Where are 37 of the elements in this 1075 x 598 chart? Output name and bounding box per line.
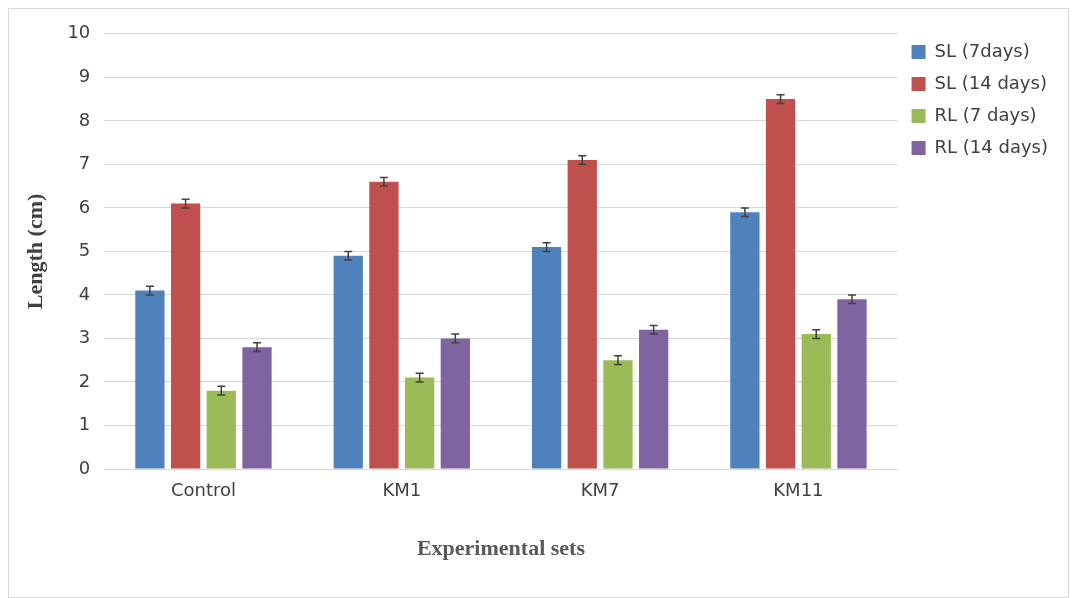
x-axis-title: Experimental sets xyxy=(416,535,586,561)
y-tick-label: 3 xyxy=(78,326,91,348)
y-tick-label: 5 xyxy=(78,239,91,261)
bar xyxy=(135,290,165,469)
x-tick-label: KM11 xyxy=(773,479,824,501)
bar xyxy=(440,338,470,469)
bar xyxy=(369,181,399,469)
legend-label: SL (7days) xyxy=(934,39,1030,61)
x-tick-label: KM7 xyxy=(580,479,620,501)
bar xyxy=(242,347,272,469)
y-tick-label: 4 xyxy=(78,282,91,304)
bar xyxy=(531,247,562,469)
y-tick-label: 2 xyxy=(78,369,91,391)
bar xyxy=(603,360,633,469)
y-tick-label: 10 xyxy=(67,21,91,43)
y-tick-label: 0 xyxy=(78,456,91,478)
bar xyxy=(639,329,669,469)
bar xyxy=(333,255,363,469)
legend-label: SL (14 days) xyxy=(934,71,1047,93)
bar xyxy=(801,334,831,469)
x-tick-label: Control xyxy=(170,479,236,501)
y-tick-label: 7 xyxy=(78,152,91,174)
x-tick-label: KM1 xyxy=(382,479,422,501)
bar xyxy=(567,160,597,469)
legend-label: RL (7 days) xyxy=(934,103,1037,125)
y-tick-label: 1 xyxy=(78,413,91,435)
bar xyxy=(730,212,760,469)
y-tick-label: 9 xyxy=(78,64,91,86)
bar xyxy=(837,299,867,469)
y-tick-label: 6 xyxy=(78,195,91,217)
legend-label: RL (14 days) xyxy=(934,135,1049,157)
y-tick-label: 8 xyxy=(78,108,91,130)
bar xyxy=(206,390,236,469)
bar xyxy=(765,99,796,469)
bar xyxy=(405,377,435,469)
y-axis-title: Length (cm) xyxy=(21,193,47,310)
bar xyxy=(170,203,201,469)
